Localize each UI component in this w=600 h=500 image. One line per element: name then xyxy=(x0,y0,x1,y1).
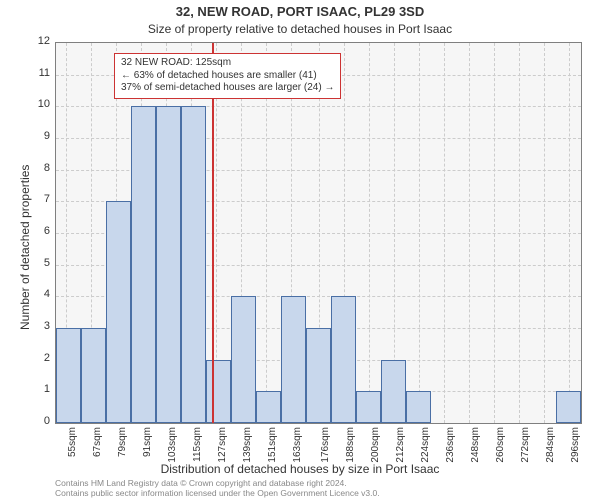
xtick-label: 176sqm xyxy=(320,427,331,467)
bar xyxy=(206,360,231,423)
ytick-label: 2 xyxy=(20,352,50,364)
gridline-v xyxy=(444,43,446,423)
ytick-label: 9 xyxy=(20,130,50,142)
attribution: Contains HM Land Registry data © Crown c… xyxy=(55,478,380,498)
annotation-line-2: ← 63% of detached houses are smaller (41… xyxy=(121,70,334,83)
ytick-label: 10 xyxy=(20,98,50,110)
xtick-label: 79sqm xyxy=(117,427,128,467)
xtick-label: 91sqm xyxy=(142,427,153,467)
xtick-label: 103sqm xyxy=(167,427,178,467)
gridline-v xyxy=(469,43,471,423)
bar xyxy=(281,296,306,423)
xtick-label: 284sqm xyxy=(545,427,556,467)
bar xyxy=(381,360,406,423)
bar xyxy=(56,328,81,423)
title-sub: Size of property relative to detached ho… xyxy=(0,22,600,36)
yaxis-label: Number of detached properties xyxy=(18,165,32,330)
gridline-v xyxy=(266,43,268,423)
xtick-label: 260sqm xyxy=(495,427,506,467)
xtick-label: 212sqm xyxy=(395,427,406,467)
annotation-line-1: 32 NEW ROAD: 125sqm xyxy=(121,57,334,70)
gridline-v xyxy=(569,43,571,423)
bar xyxy=(231,296,256,423)
annotation-box: 32 NEW ROAD: 125sqm ← 63% of detached ho… xyxy=(114,53,341,99)
xtick-label: 139sqm xyxy=(242,427,253,467)
attribution-line-2: Contains public sector information licen… xyxy=(55,488,380,498)
reference-line xyxy=(212,43,214,423)
xtick-label: 188sqm xyxy=(345,427,356,467)
gridline-v xyxy=(369,43,371,423)
attribution-line-1: Contains HM Land Registry data © Crown c… xyxy=(55,478,380,488)
bar xyxy=(156,106,181,423)
ytick-label: 7 xyxy=(20,193,50,205)
bar xyxy=(256,391,281,423)
bar xyxy=(106,201,131,423)
bar xyxy=(181,106,206,423)
bar xyxy=(356,391,381,423)
xtick-label: 67sqm xyxy=(92,427,103,467)
ytick-label: 6 xyxy=(20,225,50,237)
xtick-label: 200sqm xyxy=(370,427,381,467)
annotation-line-3: 37% of semi-detached houses are larger (… xyxy=(121,82,334,95)
bar xyxy=(331,296,356,423)
ytick-label: 0 xyxy=(20,415,50,427)
chart-container: 32, NEW ROAD, PORT ISAAC, PL29 3SD Size … xyxy=(0,0,600,500)
ytick-label: 4 xyxy=(20,288,50,300)
ytick-label: 3 xyxy=(20,320,50,332)
gridline-v xyxy=(519,43,521,423)
plot-area: 32 NEW ROAD: 125sqm ← 63% of detached ho… xyxy=(55,42,582,424)
gridline-v xyxy=(419,43,421,423)
xtick-label: 127sqm xyxy=(217,427,228,467)
ytick-label: 8 xyxy=(20,162,50,174)
bar xyxy=(131,106,156,423)
bar xyxy=(406,391,431,423)
xtick-label: 163sqm xyxy=(292,427,303,467)
bar xyxy=(556,391,581,423)
xtick-label: 224sqm xyxy=(420,427,431,467)
gridline-v xyxy=(494,43,496,423)
xtick-label: 272sqm xyxy=(520,427,531,467)
xtick-label: 115sqm xyxy=(192,427,203,467)
xtick-label: 248sqm xyxy=(470,427,481,467)
ytick-label: 11 xyxy=(20,67,50,79)
ytick-label: 12 xyxy=(20,35,50,47)
xtick-label: 296sqm xyxy=(570,427,581,467)
ytick-label: 5 xyxy=(20,257,50,269)
ytick-label: 1 xyxy=(20,383,50,395)
xtick-label: 236sqm xyxy=(445,427,456,467)
bar xyxy=(306,328,331,423)
xtick-label: 55sqm xyxy=(67,427,78,467)
gridline-v xyxy=(544,43,546,423)
bar xyxy=(81,328,106,423)
xtick-label: 151sqm xyxy=(267,427,278,467)
title-main: 32, NEW ROAD, PORT ISAAC, PL29 3SD xyxy=(0,4,600,19)
